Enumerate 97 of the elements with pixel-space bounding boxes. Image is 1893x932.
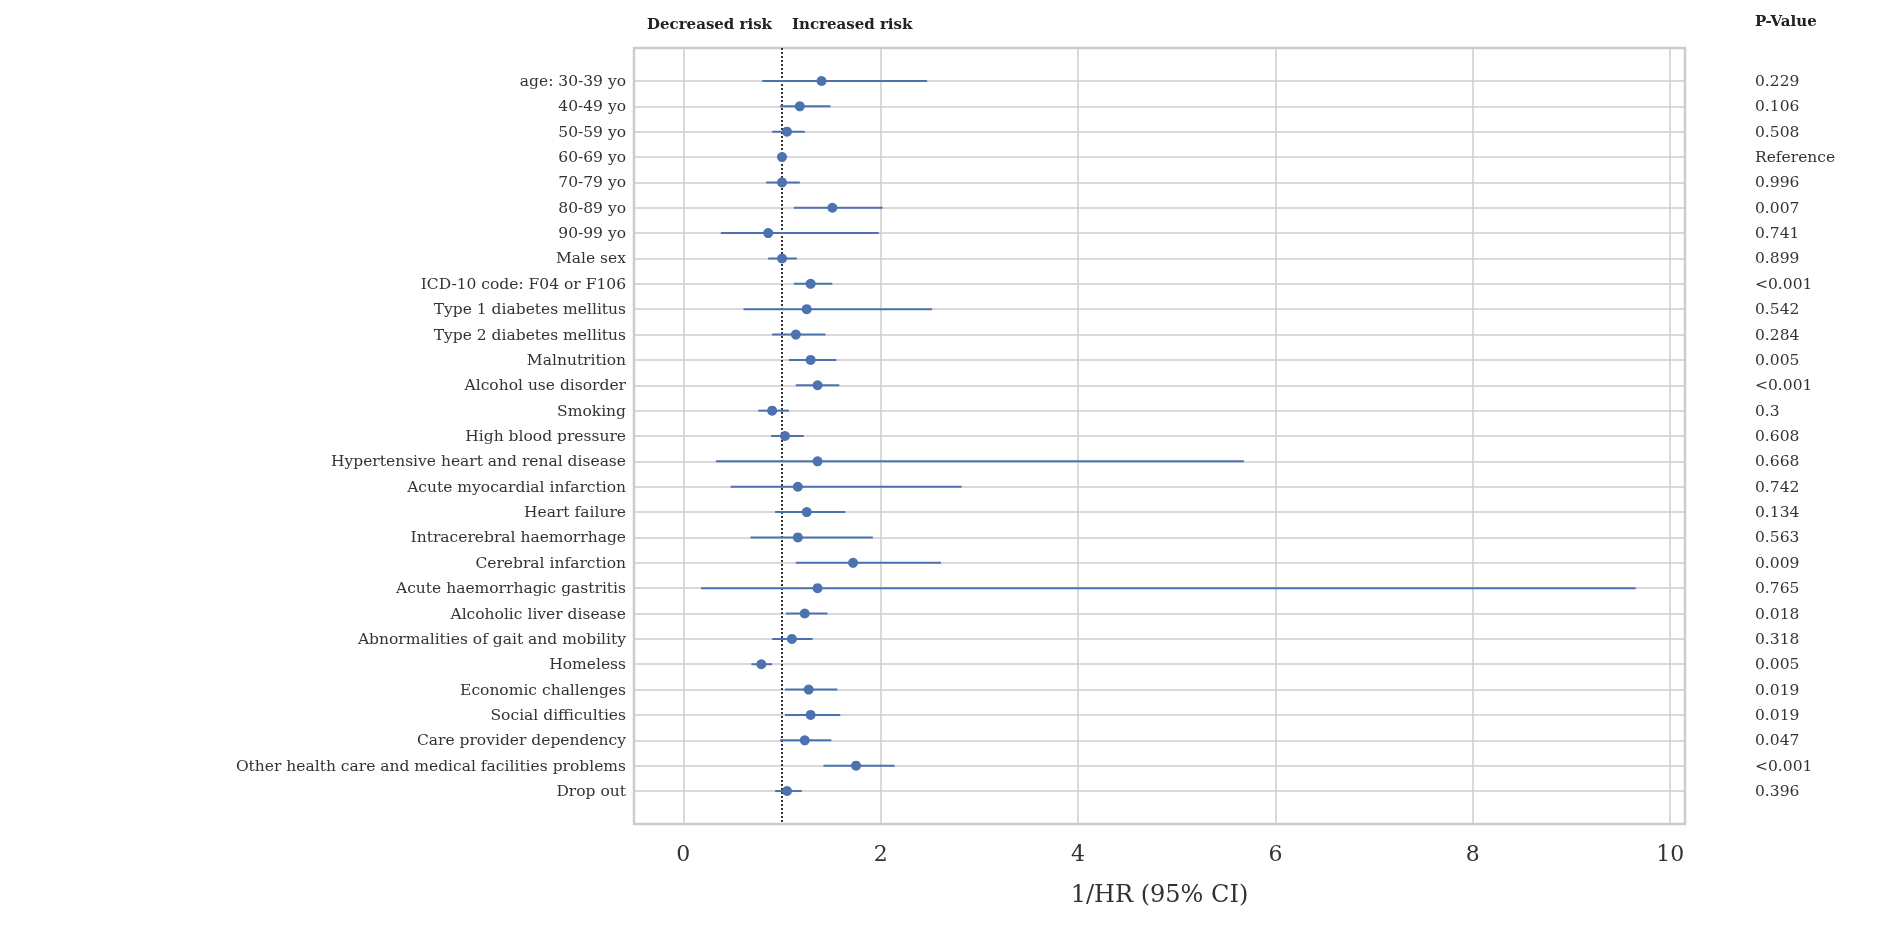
y-tick-label: Care provider dependency [416, 731, 627, 750]
y-tick-label: Social difficulties [490, 705, 627, 724]
point [799, 608, 810, 619]
point [799, 735, 810, 746]
y-tick-label: 80-89 yo [558, 198, 626, 217]
point [848, 557, 859, 568]
y-tick-label: 70-79 yo [558, 173, 626, 192]
point [812, 380, 823, 391]
point [792, 481, 803, 492]
y-tick-label: Type 1 diabetes mellitus [433, 300, 627, 319]
y2-tick-label: 0.018 [1755, 604, 1800, 623]
point [777, 177, 788, 188]
y-tick-label: High blood pressure [465, 427, 626, 445]
y-tick-label: 60-69 yo [558, 148, 626, 167]
y2-tick-label: 0.106 [1755, 97, 1800, 116]
y-tick-label: Homeless [549, 655, 627, 674]
y2-tick-label: 0.019 [1755, 705, 1800, 724]
y2-tick-label: 0.005 [1755, 350, 1800, 369]
x-axis-title: 1/HR (95% CI) [1070, 880, 1249, 908]
y-tick-label: Type 2 diabetes mellitus [433, 325, 627, 344]
y2-tick-label: 0.563 [1755, 528, 1800, 547]
point [781, 126, 792, 137]
point [780, 431, 790, 441]
point [792, 532, 803, 543]
y2-tick-label: 0.396 [1755, 782, 1800, 801]
y-tick-label: Intracerebral haemorrhage [410, 528, 626, 547]
y-tick-label: 40-49 yo [558, 97, 626, 116]
y-tick-label: Economic challenges [460, 680, 627, 699]
point [851, 760, 862, 771]
y-tick-label: Acute haemorrhagic gastritis [395, 579, 627, 598]
y2-tick-label: 0.019 [1755, 680, 1800, 699]
y2-tick-label: 0.3 [1755, 401, 1780, 420]
point [777, 152, 788, 163]
y2-tick-label: 0.542 [1755, 300, 1800, 319]
text: Increased risk [792, 14, 913, 33]
x-tick-label: 0 [676, 840, 691, 866]
y2-tick-label: 0.608 [1755, 427, 1800, 445]
y2-tick-label: 0.134 [1755, 503, 1800, 522]
y2-tick-label: 0.047 [1755, 731, 1800, 750]
y-tick-label: Smoking [557, 401, 627, 420]
y2-tick-label: 0.741 [1755, 224, 1800, 243]
y-tick-label: Hypertensive heart and renal disease [330, 452, 626, 471]
y-tick-label: Cerebral infarction [475, 553, 626, 572]
point [767, 405, 778, 416]
point [801, 304, 812, 315]
point [763, 228, 774, 239]
point [812, 583, 823, 594]
point [790, 329, 801, 340]
y-tick-label: Malnutrition [526, 350, 627, 369]
y2-tick-label: 0.996 [1755, 173, 1800, 192]
point [794, 101, 805, 112]
y-tick-label: Male sex [555, 249, 627, 268]
y2-tick-label: 0.765 [1755, 579, 1800, 598]
y-tick-label: ICD-10 code: F04 or F106 [420, 274, 626, 293]
point [812, 456, 823, 467]
y2-tick-label: <0.001 [1755, 756, 1813, 775]
y2-axis-title: P-Value [1755, 11, 1817, 30]
y2-tick-label: 0.009 [1755, 553, 1800, 572]
y2-tick-label: 0.508 [1755, 122, 1800, 141]
point [827, 202, 838, 213]
y2-tick-label: 0.668 [1755, 452, 1800, 471]
y2-tick-label: 0.005 [1755, 655, 1800, 674]
y2-tick-label: 0.318 [1755, 629, 1800, 648]
point [803, 684, 814, 695]
y-tick-label: Alcohol use disorder [463, 376, 627, 395]
x-tick-label: 10 [1656, 840, 1685, 866]
x-tick-label: 2 [873, 840, 888, 866]
point [805, 354, 816, 365]
y2-tick-label: 0.284 [1755, 325, 1800, 344]
y2-tick-label: 0.742 [1755, 477, 1800, 496]
point [805, 709, 816, 720]
y-tick-label: Acute myocardial infarction [406, 477, 627, 496]
x-tick-label: 6 [1268, 840, 1283, 866]
point [781, 786, 792, 797]
point [801, 507, 812, 518]
y-tick-label: Heart failure [524, 503, 626, 522]
y-tick-label: Other health care and medical facilities problems [235, 756, 627, 775]
y-tick-label: Drop out [556, 782, 627, 801]
point [786, 633, 797, 644]
y-tick-label: age: 30-39 yo [519, 71, 626, 90]
point [816, 75, 827, 86]
y-tick-label: 90-99 yo [558, 224, 626, 243]
y2-tick-label: 0.007 [1755, 198, 1800, 217]
y2-tick-label: 0.899 [1755, 249, 1800, 268]
y2-tick-label: Reference [1755, 148, 1836, 167]
x-tick-label: 4 [1071, 840, 1086, 866]
x-tick-label: 8 [1465, 840, 1480, 866]
y-tick-label: Alcoholic liver disease [449, 604, 626, 623]
y-tick-label: 50-59 yo [558, 122, 626, 141]
y-tick-label: Abnormalities of gait and mobility [356, 629, 627, 648]
point [805, 278, 816, 289]
y2-tick-label: <0.001 [1755, 274, 1813, 293]
text: Decreased risk [647, 14, 773, 33]
point [777, 253, 788, 264]
y2-tick-label: 0.229 [1755, 71, 1800, 90]
y2-tick-label: <0.001 [1755, 376, 1813, 395]
point [756, 659, 767, 670]
